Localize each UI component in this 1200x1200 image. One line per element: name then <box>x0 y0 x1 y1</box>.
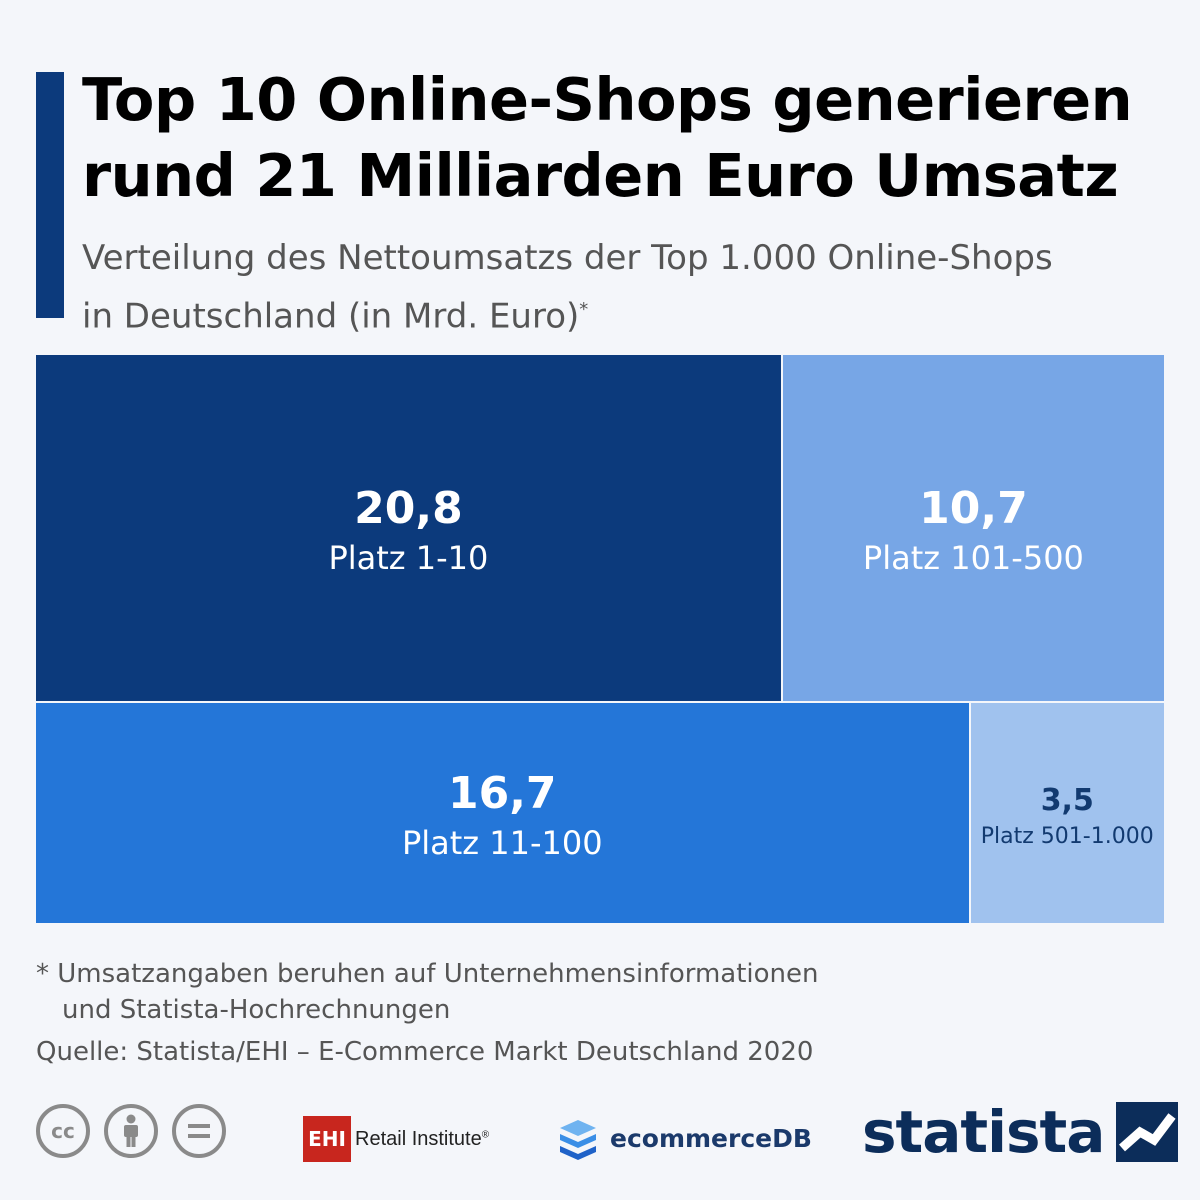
treemap-tile: 16,7 Platz 11-100 <box>36 701 969 923</box>
by-icon[interactable] <box>104 1104 158 1158</box>
ehi-logo: EHI Retail Institute® <box>303 1116 489 1162</box>
treemap-category-label: Platz 101-500 <box>862 539 1084 578</box>
chart-subtitle: Verteilung des Nettoumsatzs der Top 1.00… <box>82 232 1182 342</box>
treemap-chart: 20,8 Platz 1-10 10,7 Platz 101-500 16,7 Platz… <box>36 355 1164 923</box>
treemap-tile: 3,5 Platz 501-1.000 <box>968 701 1164 923</box>
source-note: Quelle: Statista/EHI – E-Commerce Markt … <box>36 1037 814 1067</box>
ecommercedb-logo: ecommerceDB <box>556 1116 812 1160</box>
ehi-text: Retail Institute <box>355 1127 482 1150</box>
ecommercedb-label: ecommerceDB <box>610 1123 812 1153</box>
chart-title: Top 10 Online-Shops generieren rund 21 M… <box>82 62 1182 214</box>
title-accent-bar <box>36 72 64 318</box>
footnote-line-2: und Statista-Hochrechnungen <box>62 995 451 1025</box>
treemap-tile: 20,8 Platz 1-10 <box>36 355 781 702</box>
treemap-value-label: 16,7 <box>447 768 557 820</box>
license-icons: cc <box>36 1104 226 1158</box>
ehi-retail-institute: Retail Institute® <box>355 1128 489 1151</box>
footnote: * Umsatzangaben beruhen auf Unternehmens… <box>36 956 819 1028</box>
nd-icon[interactable] <box>172 1104 226 1158</box>
statista-icon <box>1116 1102 1179 1162</box>
title-line-2: rund 21 Milliarden Euro Umsatz <box>82 141 1119 210</box>
treemap-category-label: Platz 11-100 <box>401 824 603 863</box>
treemap-category-label: Platz 501-1.000 <box>980 823 1154 849</box>
footnote-line-1: * Umsatzangaben beruhen auf Unternehmens… <box>36 959 819 989</box>
statista-logo[interactable]: statista <box>862 1098 1179 1166</box>
ehi-registered-mark: ® <box>481 1128 490 1140</box>
treemap-category-label: Platz 1-10 <box>328 539 489 578</box>
treemap-tile: 10,7 Platz 101-500 <box>780 355 1164 702</box>
cc-label: cc <box>51 1119 75 1143</box>
ehi-box: EHI <box>303 1116 351 1162</box>
title-line-1: Top 10 Online-Shops generieren <box>82 65 1133 134</box>
statista-wordmark: statista <box>862 1098 1105 1166</box>
subtitle-line-2: in Deutschland (in Mrd. Euro)* <box>82 284 1182 342</box>
subtitle-footnote-mark: * <box>579 299 589 320</box>
ecommercedb-icon <box>560 1120 596 1160</box>
treemap-value-label: 3,5 <box>1040 782 1094 818</box>
subtitle-line-2-text: in Deutschland (in Mrd. Euro) <box>82 296 580 337</box>
subtitle-line-1: Verteilung des Nettoumsatzs der Top 1.00… <box>82 238 1053 278</box>
treemap-value-label: 20,8 <box>354 483 463 535</box>
treemap-value-label: 10,7 <box>919 483 1028 535</box>
cc-icon[interactable]: cc <box>36 1104 90 1158</box>
